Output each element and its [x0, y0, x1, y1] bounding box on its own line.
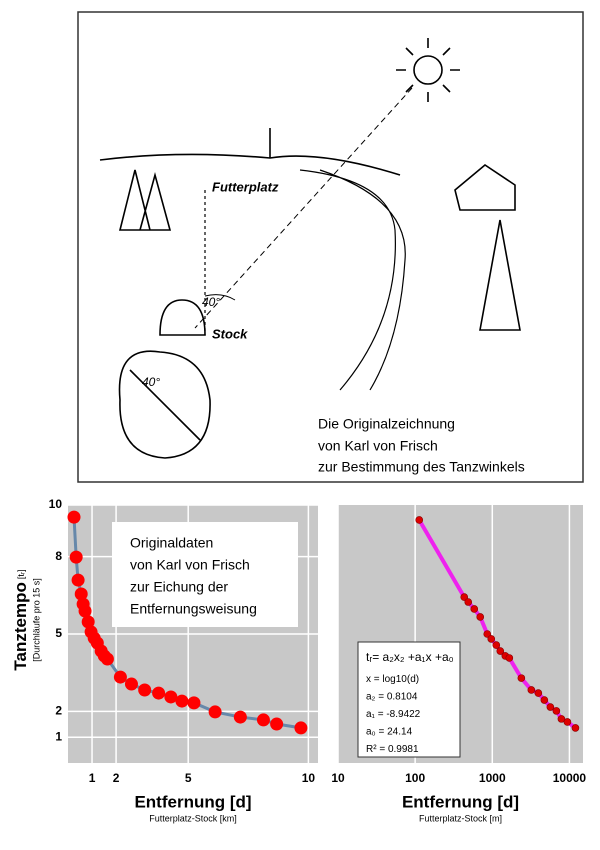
data-point [571, 724, 580, 732]
data-point [483, 630, 492, 638]
data-point [534, 689, 543, 697]
y-axis-sublabel: [Durchläufe pro 15 s] [31, 578, 41, 662]
data-point [138, 683, 152, 697]
data-point [152, 686, 166, 700]
annotation: R² = 0.9981 [366, 744, 419, 755]
data-point [78, 604, 92, 618]
x-tick-label: 5 [185, 771, 192, 785]
drawing [99, 38, 521, 459]
data-point [517, 674, 526, 682]
label: 40° [202, 295, 220, 309]
x-tick-label: 100 [405, 771, 425, 785]
annotation-box [112, 522, 298, 627]
data-point [415, 516, 424, 524]
annotation: a₁ = -8.9422 [366, 709, 421, 720]
data-point [100, 652, 114, 666]
data-point [208, 705, 222, 719]
data-point [175, 694, 189, 708]
label: 40° [142, 375, 160, 389]
data-point [505, 654, 514, 662]
data-point [557, 715, 566, 723]
data-point [270, 717, 284, 731]
annotation-box [357, 641, 461, 758]
data-point [294, 721, 308, 735]
chart: 1 2 5 10 1 2 5 8 10 Entfernung [d] Futterplatz-Sto… [11, 497, 318, 823]
x-axis-label: Entfernung [d] [134, 792, 251, 811]
data-point [124, 677, 138, 691]
data-point [476, 613, 485, 621]
frame [77, 11, 584, 483]
x-tick-label: 10 [302, 771, 316, 785]
data-point [187, 696, 201, 710]
y-tick-label: 5 [55, 626, 62, 640]
annotation: Entfernungsweisung [130, 601, 257, 617]
y-axis-label-text: Tanztempo [11, 582, 30, 670]
illustration: Futterplatz 40° Stock 40° Die Originalze… [77, 11, 584, 483]
chart: 10 100 1000 10000 Entfernung [d] Futterplatz-… [331, 505, 586, 823]
data-point [492, 641, 501, 649]
annotation: von Karl von Frisch [130, 557, 250, 573]
data-point [81, 615, 95, 629]
data-point [470, 605, 479, 613]
data-point [527, 686, 536, 694]
data-point [113, 670, 127, 684]
annotation: Originaldaten [130, 535, 213, 551]
x-axis-sublabel: Futterplatz-Stock [m] [419, 813, 502, 823]
data-point [546, 703, 555, 711]
x-tick-label: 10000 [553, 771, 587, 785]
caption: Die Originalzeichnung [318, 416, 455, 432]
y-tick-label: 2 [55, 704, 62, 718]
data-point [69, 550, 83, 564]
data-point [464, 598, 473, 606]
data-point [71, 573, 85, 587]
data-point [496, 647, 505, 655]
y-tick-label: 1 [55, 729, 62, 743]
caption: zur Bestimmung des Tanzwinkels [318, 459, 525, 475]
label: Stock [212, 326, 248, 341]
caption: von Karl von Frisch [318, 438, 438, 454]
x-tick-label: 10 [331, 771, 345, 785]
data-point [460, 593, 469, 601]
data-point [563, 718, 572, 726]
label: Futterplatz [212, 179, 279, 194]
x-axis-label: Entfernung [d] [402, 792, 519, 811]
x-tick-label: 1000 [479, 771, 506, 785]
x-tick-label: 1 [89, 771, 96, 785]
data-point [74, 587, 88, 601]
annotation: zur Eichung der [130, 579, 228, 595]
data-point [256, 713, 270, 727]
x-tick-label: 2 [113, 771, 120, 785]
annotation: x = log10(d) [366, 674, 419, 685]
data-point [233, 710, 247, 724]
annotation: tᵣ= a₂x₂ +a₁x +a₀ [366, 650, 454, 664]
y-tick-label: 8 [55, 549, 62, 563]
data-point [67, 510, 81, 524]
data-point [164, 690, 178, 704]
y-tick-label: 10 [49, 497, 63, 511]
y-axis-label-unit: [tᵣ] [16, 569, 26, 579]
data-point [487, 635, 496, 643]
y-axis-label: Tanztempo [tᵣ] [11, 569, 30, 670]
data-point [540, 696, 549, 704]
x-axis-sublabel: Futterplatz-Stock [km] [149, 813, 237, 823]
annotation: a₀ = 24.14 [366, 727, 413, 738]
annotation: a₂ = 0.8104 [366, 692, 418, 703]
data-point [552, 707, 561, 715]
